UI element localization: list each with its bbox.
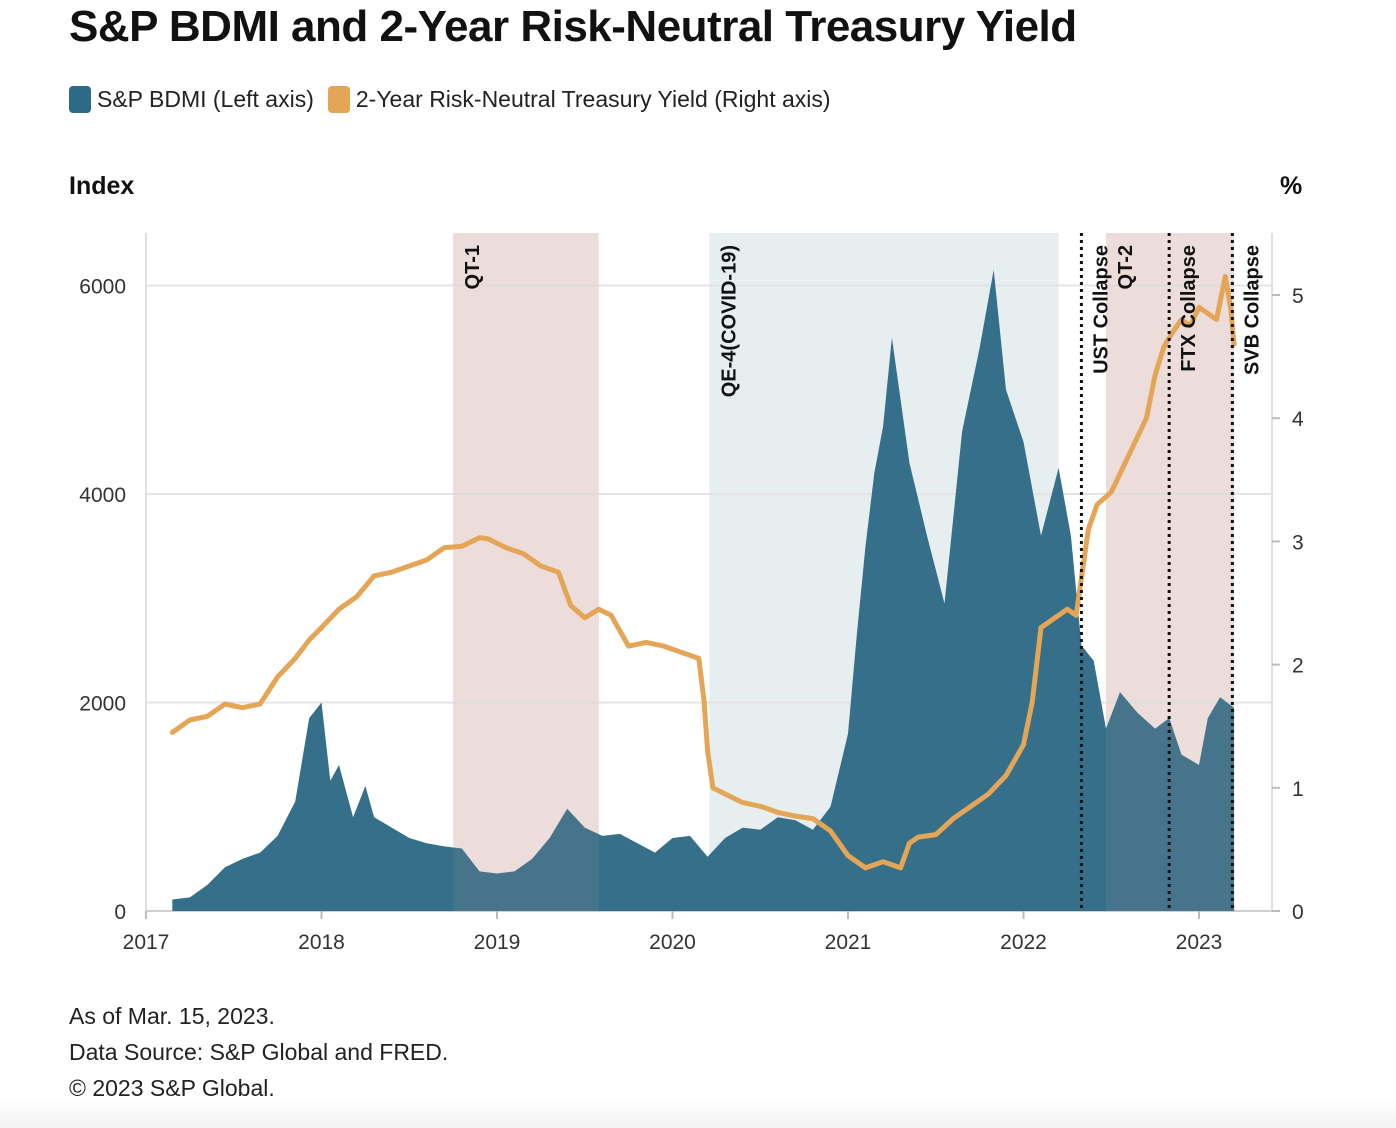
y-right-tick-label-5: 5 bbox=[1292, 285, 1304, 308]
y-left-tick-label-1: 2000 bbox=[79, 693, 126, 716]
treasury-yield-line bbox=[169, 274, 1237, 871]
x-tick-label-5: 2022 bbox=[1000, 931, 1047, 954]
y-right-tick-label-4: 4 bbox=[1292, 408, 1304, 431]
period-label-2: QT-2 bbox=[1115, 245, 1137, 289]
x-tick-label-0: 2017 bbox=[123, 931, 170, 954]
period-label-0: QT-1 bbox=[462, 245, 484, 289]
legend-item-bdmi: S&P BDMI (Left axis) bbox=[69, 86, 314, 113]
chart-title: S&P BDMI and 2-Year Risk-Neutral Treasur… bbox=[69, 2, 1077, 51]
x-tick-label-4: 2021 bbox=[825, 931, 872, 954]
x-tick-label-1: 2018 bbox=[298, 931, 345, 954]
right-axis-title: % bbox=[1280, 172, 1303, 200]
footer-source: Data Source: S&P Global and FRED. bbox=[69, 1039, 449, 1065]
y-right-tick-label-1: 1 bbox=[1292, 778, 1304, 801]
footer-copyright: © 2023 S&P Global. bbox=[69, 1075, 275, 1101]
x-tick-label-3: 2020 bbox=[649, 931, 696, 954]
legend-label-treasury: 2-Year Risk-Neutral Treasury Yield (Righ… bbox=[355, 86, 831, 112]
series-layer bbox=[169, 233, 1237, 911]
shaded-overlay-0 bbox=[453, 233, 599, 911]
y-right-tick-label-0: 0 bbox=[1292, 901, 1304, 924]
event-label-0: UST Collapse bbox=[1090, 245, 1112, 374]
event-label-2: SVB Collapse bbox=[1241, 245, 1263, 375]
y-left-tick-label-3: 6000 bbox=[79, 276, 126, 299]
event-label-1: FTX Collapse bbox=[1178, 245, 1200, 372]
axes: 2017 2018 2019 2020 2021 2022 2023 0 2000 4000 600… bbox=[79, 276, 1304, 955]
x-tick-label-6: 2023 bbox=[1176, 931, 1223, 954]
shaded-period-0 bbox=[453, 233, 599, 911]
x-tick-label-2: 2019 bbox=[474, 931, 521, 954]
bdmi-area bbox=[172, 269, 1235, 911]
y-left-tick-label-0: 0 bbox=[114, 901, 126, 924]
bottom-fade bbox=[0, 1100, 1396, 1128]
period-label-1: QE-4(COVID-19) bbox=[718, 245, 740, 397]
legend-swatch-bdmi bbox=[69, 86, 91, 113]
y-left-tick-label-2: 4000 bbox=[79, 484, 126, 507]
y-right-tick-label-2: 2 bbox=[1292, 655, 1304, 678]
left-axis-title: Index bbox=[69, 172, 135, 200]
legend: S&P BDMI (Left axis) 2-Year Risk-Neutral… bbox=[69, 86, 845, 113]
footer: As of Mar. 15, 2023. Data Source: S&P Gl… bbox=[69, 998, 448, 1106]
legend-swatch-treasury bbox=[327, 86, 350, 113]
legend-item-treasury: 2-Year Risk-Neutral Treasury Yield (Righ… bbox=[327, 86, 831, 113]
footer-date: As of Mar. 15, 2023. bbox=[69, 1003, 275, 1029]
y-right-tick-label-3: 3 bbox=[1292, 531, 1304, 554]
legend-label-bdmi: S&P BDMI (Left axis) bbox=[97, 86, 314, 112]
